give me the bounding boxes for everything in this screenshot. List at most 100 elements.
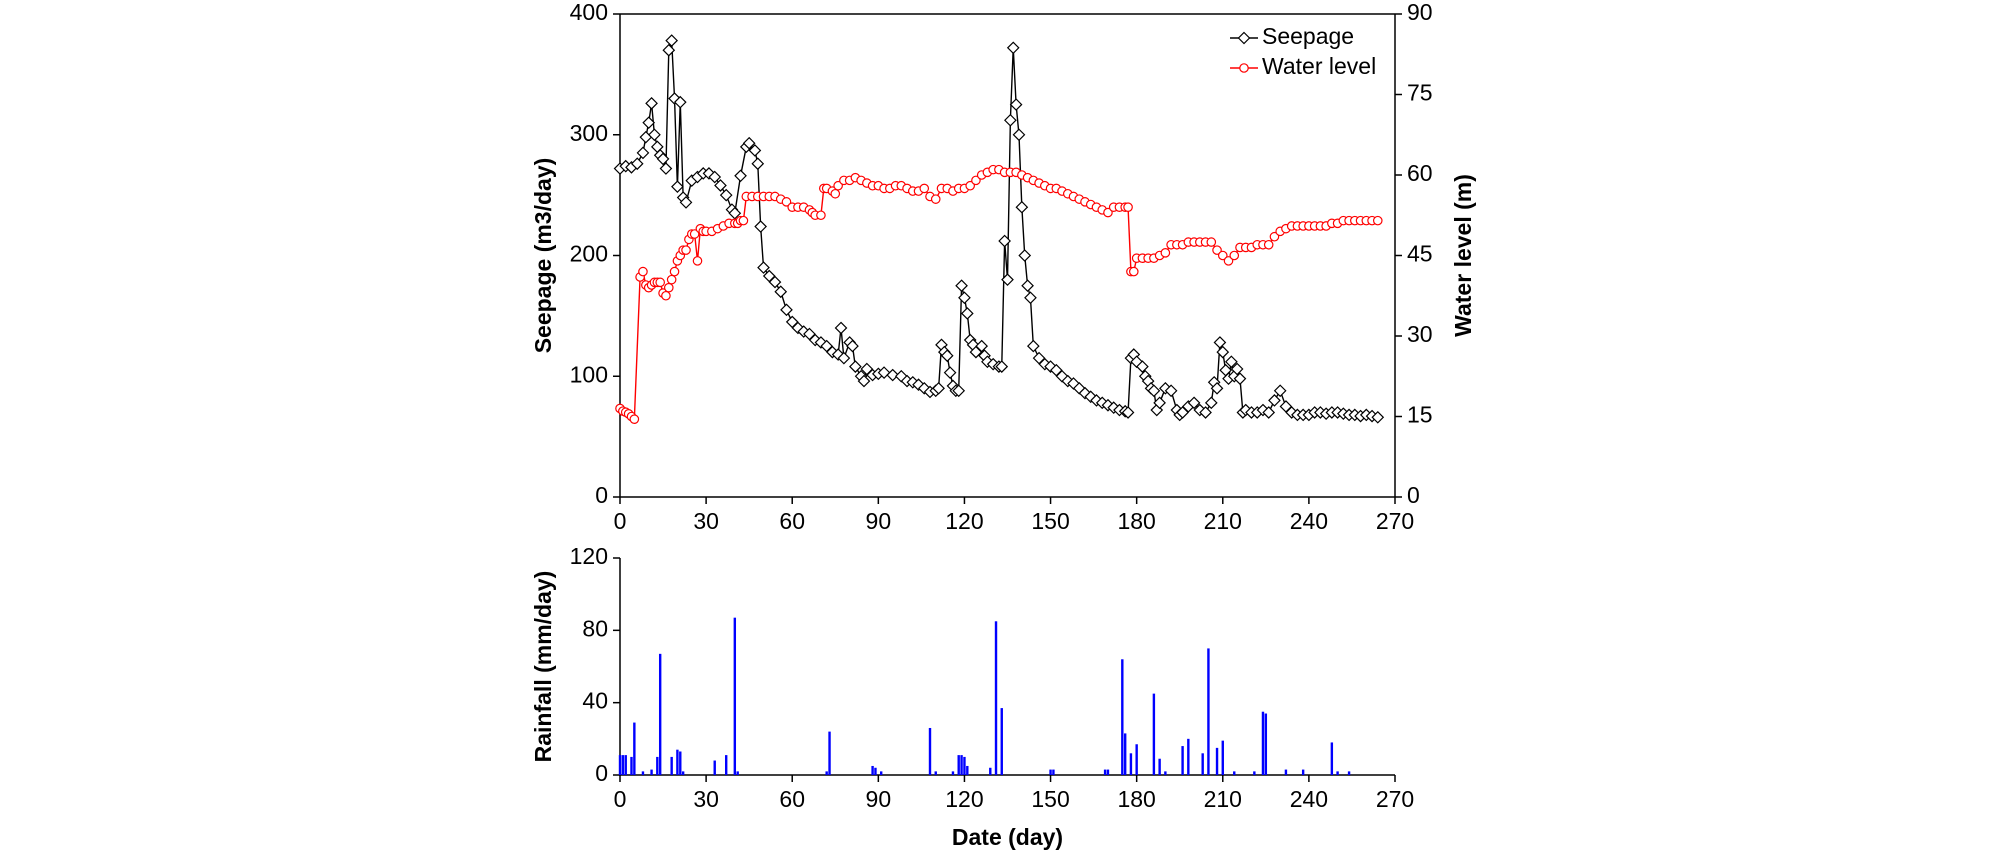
bar [624,755,627,775]
diamond-marker [708,170,722,184]
circle-marker [781,197,792,207]
diamond-marker [955,279,968,293]
circle-marker [965,180,975,191]
diamond-marker [1055,369,1069,383]
diamond-marker [1210,381,1224,395]
x-tick-label: 240 [1290,786,1328,812]
x-tick-label: 0 [614,508,627,534]
bar [1123,733,1127,775]
circle-marker [661,290,671,301]
diamond-marker [662,43,676,57]
circle-marker [1212,245,1222,255]
circle-marker [663,282,674,293]
diamond-marker [1006,41,1020,55]
bar [618,755,622,775]
y2-tick-label: 30 [1407,321,1433,347]
y-axis-title: Seepage (m3/day) [530,158,556,354]
y2-tick-label: 15 [1407,402,1433,428]
diamond-marker [1044,360,1057,373]
bar [871,765,874,775]
bar [633,722,636,775]
diamond-marker [834,321,848,335]
diamond-marker [943,366,957,379]
bar [1152,693,1156,775]
diamond-marker [877,366,891,379]
circle-marker [1223,256,1234,266]
diamond-marker [679,196,693,209]
bar [1207,648,1210,775]
bar [994,621,998,775]
diamond-marker [1164,384,1178,398]
diamond-marker [748,144,762,157]
bar [1187,738,1190,775]
diamond-marker [630,157,644,171]
bar [1135,744,1138,775]
diamond-marker [1024,291,1037,305]
circle-marker [1229,250,1240,261]
bar [681,771,685,775]
diamond-marker [734,169,747,183]
circle-marker [833,180,843,191]
diamond-marker [814,336,828,349]
circle-marker [738,215,749,226]
x-tick-label: 90 [866,508,892,534]
diamond-marker [642,116,656,130]
legend-label: Seepage [1262,23,1354,49]
circle-marker [971,175,981,186]
circle-marker [669,266,680,277]
diamond-marker [940,349,954,363]
circle-marker [1206,237,1217,247]
bar [676,749,679,775]
x-tick-label: 270 [1376,786,1414,812]
y-tick-label: 120 [570,543,608,569]
circle-marker [1263,239,1274,250]
circle-marker [919,183,930,194]
x-tick-label: 120 [945,786,983,812]
bar [874,767,877,775]
diamond-marker [656,152,670,166]
diamond-marker [780,303,793,317]
y2-axis-title: Water level (m) [1450,174,1476,337]
diamond-marker [1012,128,1026,142]
diamond-marker [995,360,1009,373]
diamond-marker [1225,355,1238,369]
bar [670,756,673,775]
y2-tick-label: 60 [1407,160,1433,186]
bar [825,771,828,775]
bar [1129,753,1133,775]
y-tick-label: 40 [582,688,608,714]
bar [963,756,966,775]
bar [1106,769,1110,775]
diamond-marker [1187,396,1201,410]
x-tick-label: 120 [945,508,983,534]
bar [880,771,883,775]
diamond-marker [1015,200,1029,214]
circle-marker [830,188,841,199]
diamond-marker [1026,339,1040,353]
bar [951,771,955,775]
circle-marker [655,277,665,288]
diamond-marker [886,368,900,382]
bar [989,767,992,775]
x-tick-label: 270 [1376,508,1414,534]
bar [1284,769,1288,775]
diamond-marker [932,381,945,395]
bar [1221,740,1224,775]
x-tick-label: 30 [693,508,719,534]
y-tick-label: 80 [582,615,608,641]
bar [1215,747,1219,775]
diamond-marker [1213,336,1227,349]
bar [957,755,960,775]
diamond-marker [1204,396,1218,410]
diamond-marker [742,136,756,150]
bar [1201,753,1204,775]
y-tick-label: 300 [570,120,608,146]
x-tick-label: 0 [614,786,627,812]
circle-marker [1269,231,1280,242]
x-tick-label: 210 [1204,508,1242,534]
bar [1164,771,1167,775]
x-axis-title: Date (day) [952,824,1063,850]
bar [1000,708,1003,775]
circle-marker [681,245,691,255]
